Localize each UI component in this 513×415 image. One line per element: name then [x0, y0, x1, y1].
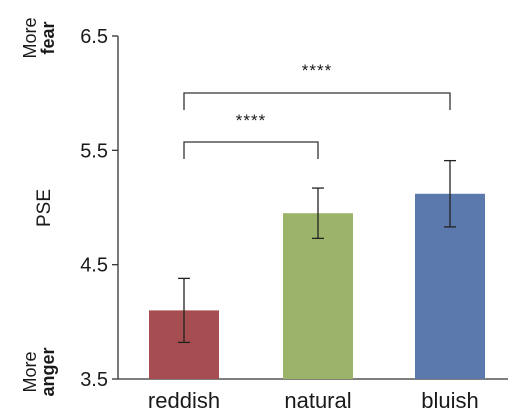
- top-direction-label: More fear: [20, 17, 58, 58]
- y-ticks: 3.5 4.5 5.5 6.5: [80, 26, 118, 391]
- bottom-direction-more: More: [20, 351, 40, 392]
- bar-natural: [283, 213, 353, 379]
- category-labels: reddish natural bluish: [148, 388, 479, 413]
- significance-label: ****: [236, 111, 266, 130]
- y-tick-label: 6.5: [80, 26, 108, 48]
- y-tick-label: 3.5: [80, 369, 108, 391]
- top-direction-word: fear: [38, 21, 58, 54]
- significance-bracket: [183, 92, 451, 110]
- significance-label: ****: [302, 61, 332, 80]
- category-label-natural: natural: [284, 388, 351, 413]
- error-bars: [178, 159, 456, 344]
- bars: [149, 193, 485, 379]
- y-tick-label: 4.5: [80, 255, 108, 277]
- y-tick-label: 5.5: [80, 140, 108, 162]
- category-label-bluish: bluish: [421, 388, 478, 413]
- top-direction-more: More: [20, 17, 40, 58]
- bottom-direction-label: More anger: [20, 347, 58, 396]
- significance-bracket: [183, 141, 319, 159]
- y-axis-label: PSE: [34, 189, 55, 227]
- bottom-direction-word: anger: [38, 347, 58, 396]
- significance-brackets: **** ****: [183, 61, 451, 159]
- category-label-reddish: reddish: [148, 388, 220, 413]
